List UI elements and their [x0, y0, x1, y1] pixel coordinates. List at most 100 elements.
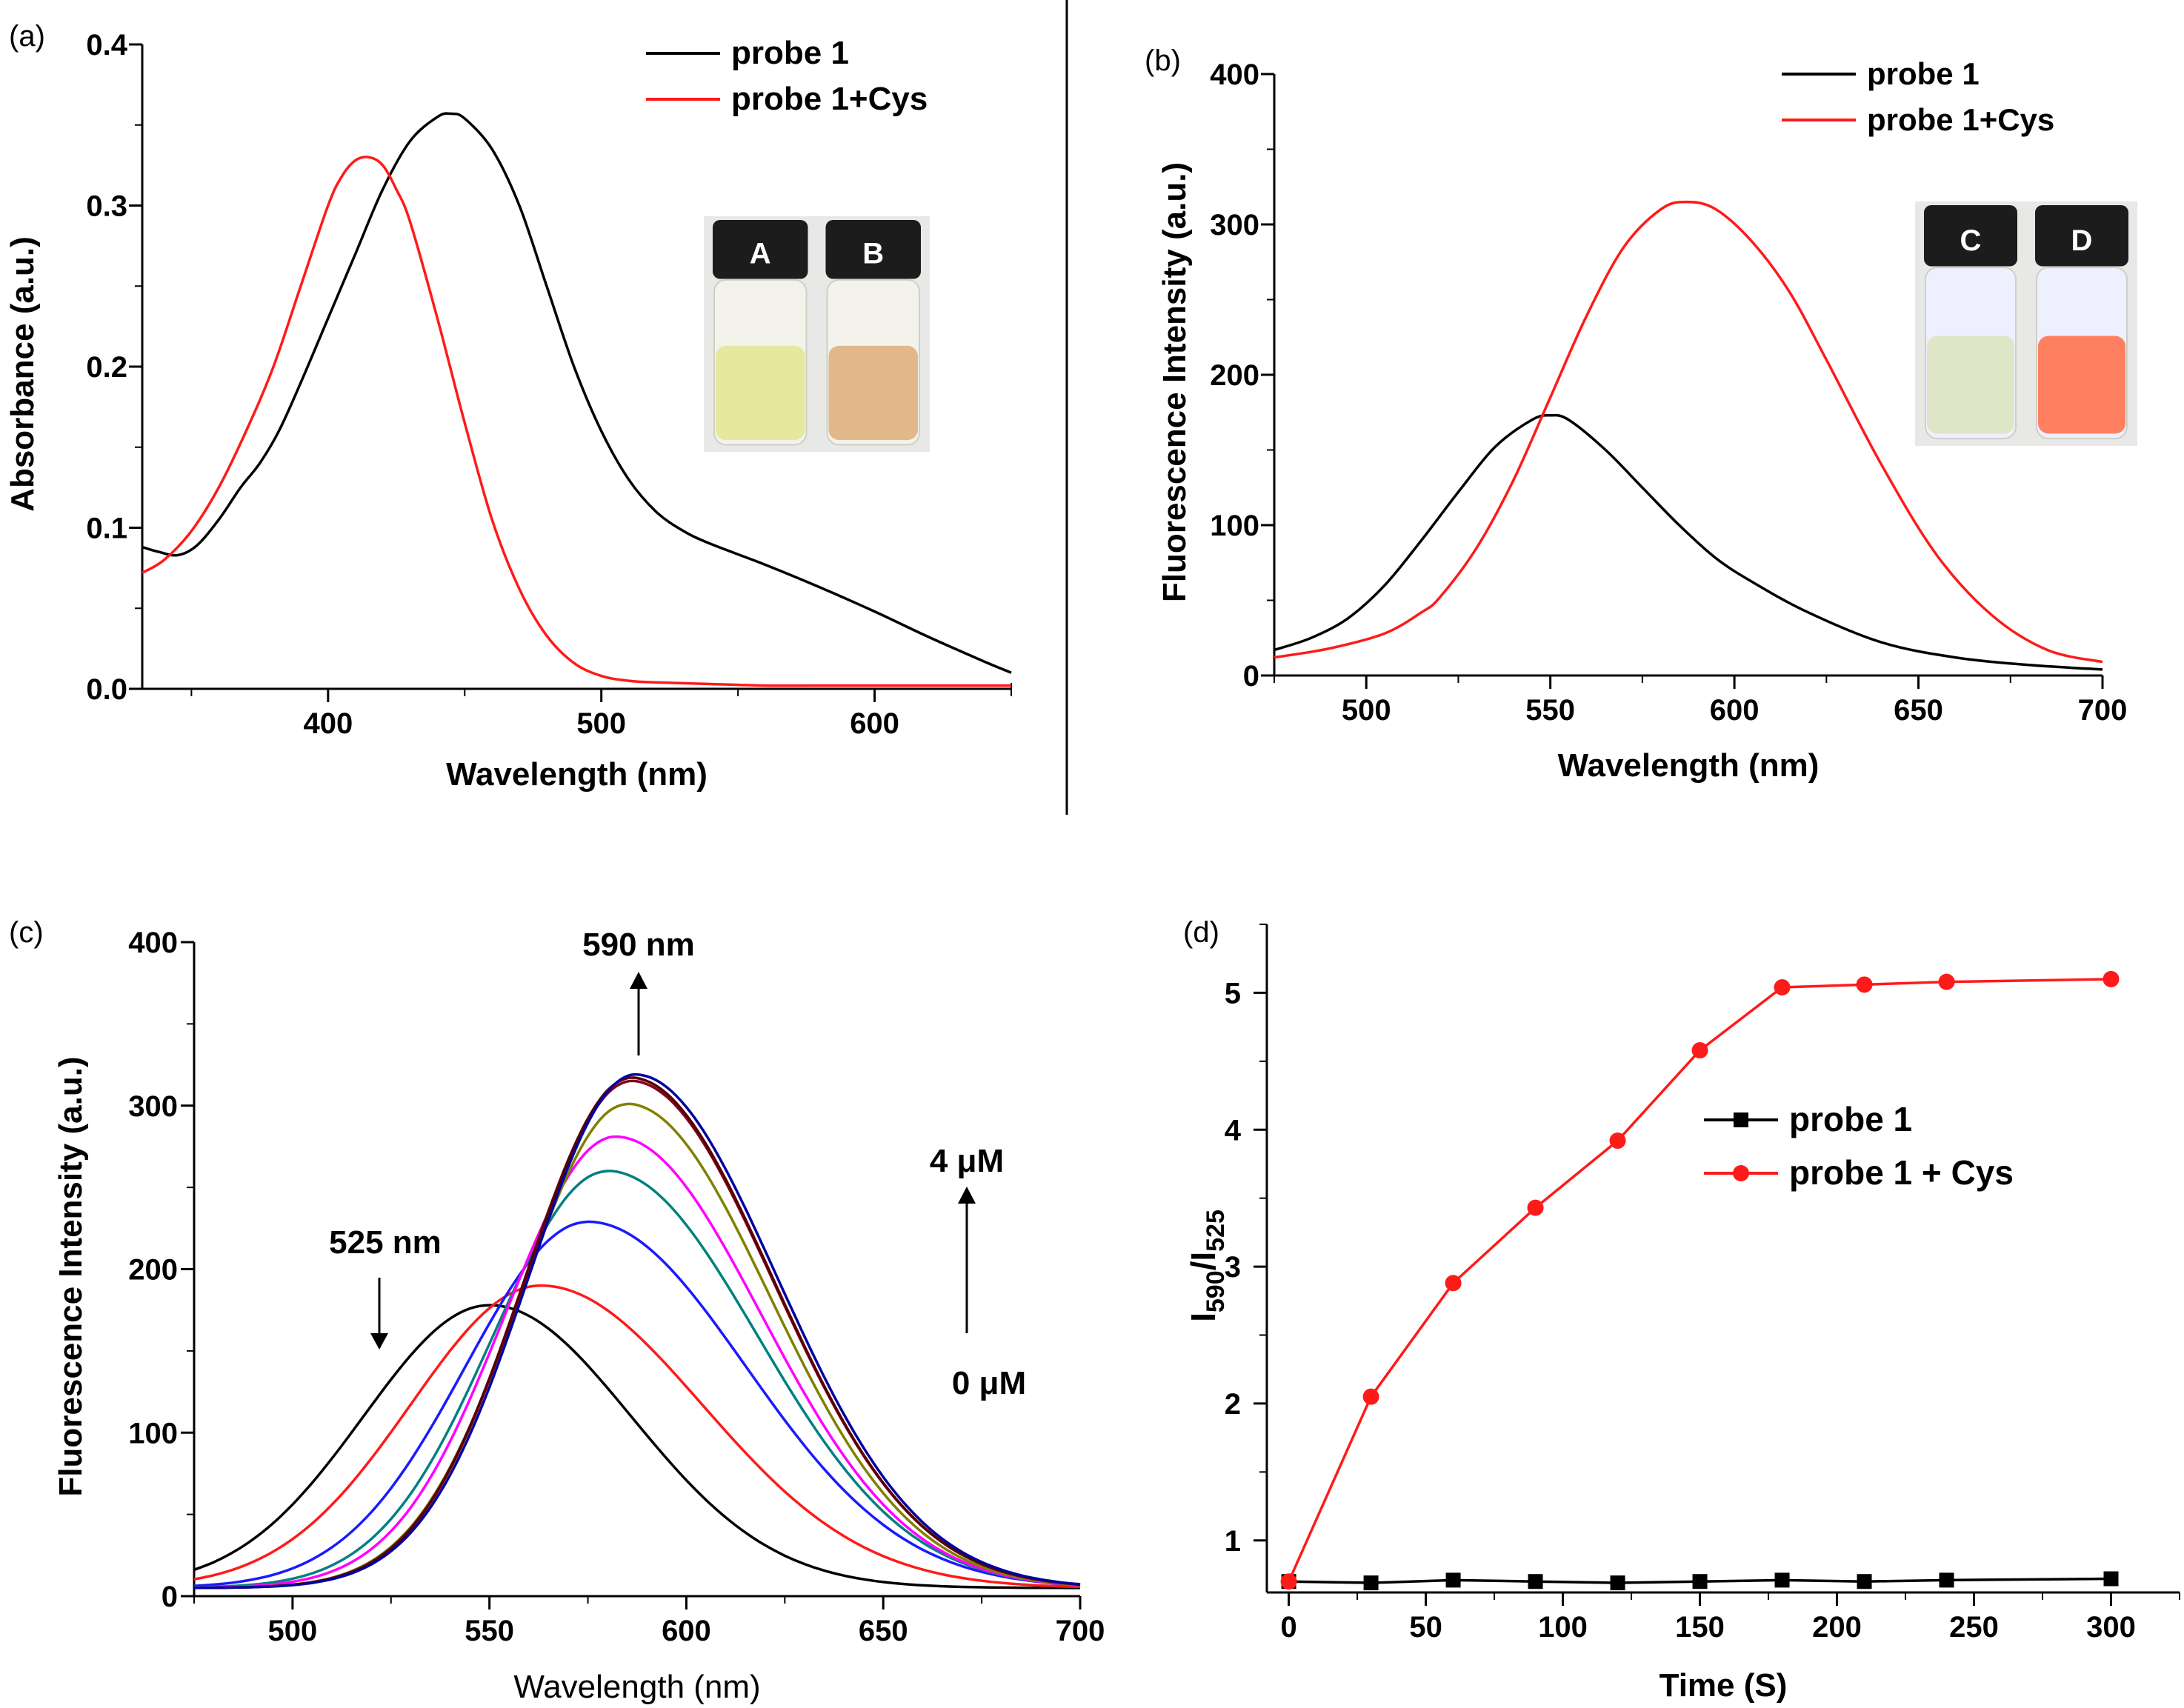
panel-d: 0 50 100 150 200 250 300 1 2 3 4 5 Time (S) (d) I590/I… — [1183, 916, 2180, 1704]
series-line-2 — [1287, 978, 2111, 1582]
vial-cap-icon — [2035, 205, 2128, 267]
legend-label: probe 1+Cys — [731, 81, 928, 117]
data-point-square — [1445, 1572, 1461, 1588]
x-tick-label: 500 — [268, 1615, 318, 1647]
data-point-square — [1610, 1575, 1625, 1591]
series-line-1 — [1274, 413, 2103, 671]
data-point-square — [1939, 1572, 1954, 1588]
y-tick-label: 4 — [1225, 1114, 1242, 1147]
y-tick-label: 0.0 — [86, 673, 127, 706]
y-tick-label: 200 — [128, 1254, 178, 1287]
y-axis-label: Fluorescence Intensity (a.u.) — [1156, 162, 1193, 602]
series-line-1 — [142, 112, 1012, 674]
y-axis-label: I590/I525 — [1184, 1210, 1230, 1322]
y-tick-label: 200 — [1210, 359, 1259, 392]
titration-curve-4 — [193, 1170, 1081, 1589]
y-tick-label: 400 — [128, 927, 178, 959]
y-label-part: /I — [1184, 1252, 1222, 1271]
y-tick-label: 0 — [162, 1581, 178, 1613]
x-tick-label: 700 — [1056, 1615, 1105, 1647]
titration-curve-1 — [193, 1304, 1081, 1589]
panel-c: 500 550 600 650 700 0 100 200 300 400 Wavelength (… — [9, 916, 1105, 1705]
legend-label: probe 1+Cys — [1867, 102, 2054, 137]
x-tick-label: 400 — [303, 707, 353, 740]
x-tick-label: 550 — [465, 1615, 514, 1647]
arrow-down-head-icon — [370, 1333, 388, 1350]
data-point-square — [1692, 1574, 1708, 1589]
y-tick-label: 1 — [1225, 1525, 1241, 1558]
x-tick-label: 500 — [576, 707, 626, 740]
legend-label: probe 1 + Cys — [1789, 1153, 2014, 1192]
y-tick-label: 0.4 — [86, 29, 127, 61]
y-label-sub: 525 — [1202, 1210, 1230, 1252]
x-tick-label: 300 — [2086, 1611, 2136, 1644]
vial-label: C — [1960, 224, 1982, 257]
data-point-square — [1774, 1572, 1790, 1588]
legend-label: probe 1 — [731, 35, 849, 71]
annotation-590nm: 590 nm — [582, 927, 695, 963]
arrow-up-head-icon — [630, 972, 647, 989]
titration-curve-9 — [193, 1072, 1081, 1589]
legend-marker — [1733, 1165, 1749, 1181]
data-point-square — [2103, 1571, 2119, 1587]
panel-label: (a) — [9, 20, 45, 53]
data-point-square — [1363, 1575, 1379, 1591]
y-tick-label: 3 — [1225, 1251, 1241, 1284]
data-point-circle — [1362, 1388, 1379, 1405]
y-tick-label: 0.3 — [86, 190, 127, 223]
data-point-circle — [1938, 973, 1955, 990]
y-tick-label: 100 — [128, 1417, 178, 1450]
panel-label: (b) — [1145, 44, 1181, 77]
data-point-circle — [1691, 1042, 1708, 1059]
y-tick-label: 0 — [1243, 660, 1259, 693]
panel-label: (c) — [9, 916, 44, 949]
panel-a: 400 500 600 0.0 0.1 0.2 0.3 0.4 Wavelength (nm) A… — [4, 20, 1012, 793]
vial-label: A — [750, 238, 771, 270]
x-tick-label: 250 — [1949, 1611, 1999, 1644]
x-tick-label: 100 — [1538, 1611, 1588, 1644]
legend-label: probe 1 — [1867, 56, 1980, 91]
data-point-square — [1857, 1574, 1872, 1589]
y-label-sub: 590 — [1202, 1270, 1230, 1312]
data-point-circle — [2103, 970, 2120, 987]
vial-label: D — [2071, 224, 2093, 257]
data-point-circle — [1445, 1275, 1462, 1292]
x-tick-label: 700 — [2078, 694, 2128, 727]
vial-cap-icon — [1924, 205, 2017, 267]
x-tick-label: 600 — [850, 707, 899, 740]
series-line-2 — [1274, 200, 2103, 664]
annotation-4uM: 4 μM — [930, 1143, 1004, 1179]
data-point-square — [1528, 1574, 1543, 1589]
x-tick-label: 200 — [1812, 1611, 1862, 1644]
vial-cap-icon — [825, 220, 921, 279]
x-tick-label: 0 — [1280, 1611, 1296, 1644]
y-tick-label: 5 — [1225, 977, 1241, 1010]
x-tick-label: 650 — [859, 1615, 908, 1647]
x-tick-label: 500 — [1342, 694, 1391, 727]
panel-label: (d) — [1183, 916, 1219, 949]
y-tick-label: 400 — [1210, 59, 1259, 91]
y-tick-label: 300 — [1210, 209, 1259, 241]
titration-curve-2 — [193, 1284, 1081, 1589]
y-tick-label: 300 — [128, 1090, 178, 1123]
panel-b: 500 550 600 650 700 0 100 200 300 400 Wavelength (… — [1145, 44, 2137, 784]
y-tick-label: 2 — [1225, 1388, 1241, 1421]
data-point-circle — [1280, 1573, 1297, 1590]
y-tick-label: 0.2 — [86, 351, 127, 384]
x-axis-label: Wavelength (nm) — [446, 756, 708, 793]
vial-liquid — [716, 345, 805, 441]
vial-liquid — [828, 345, 918, 441]
x-tick-label: 550 — [1525, 694, 1575, 727]
series-line-1 — [1288, 1577, 2111, 1584]
x-tick-label: 650 — [1894, 694, 1943, 727]
titration-curve-3 — [193, 1220, 1081, 1587]
data-point-circle — [1856, 976, 1873, 993]
y-tick-label: 100 — [1210, 510, 1259, 542]
data-point-circle — [1609, 1132, 1626, 1150]
legend-marker — [1734, 1112, 1748, 1127]
annotation-525nm: 525 nm — [329, 1224, 442, 1261]
vial-liquid — [1927, 336, 2014, 434]
series-line-2 — [142, 156, 1011, 687]
x-tick-label: 600 — [1710, 694, 1759, 727]
x-axis-label: Wavelength (nm) — [513, 1669, 760, 1705]
